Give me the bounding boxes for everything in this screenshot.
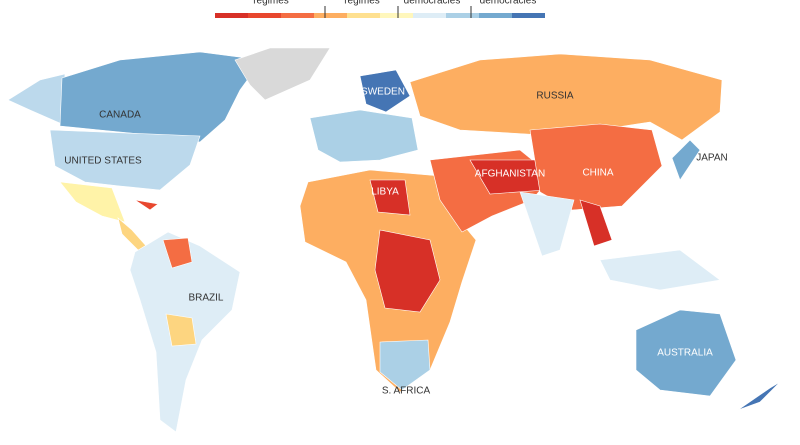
australia xyxy=(635,309,737,397)
legend-swatch xyxy=(380,13,413,18)
venezuela xyxy=(162,237,193,269)
japan xyxy=(671,139,701,181)
country-label: RUSSIA xyxy=(536,91,574,102)
legend-swatch xyxy=(347,13,380,18)
southeast-asia xyxy=(579,199,613,247)
legend-label: democracies xyxy=(480,0,537,7)
legend: regimes regimes democracies democracies xyxy=(215,0,545,18)
legend-swatch xyxy=(314,13,347,18)
cuba xyxy=(134,199,159,211)
europe xyxy=(309,109,419,163)
new-zealand xyxy=(737,381,781,411)
legend-label: regimes xyxy=(253,0,289,7)
canada xyxy=(59,51,263,143)
legend-label: democracies xyxy=(404,0,461,7)
country-label: SWEDEN xyxy=(361,87,405,98)
china xyxy=(529,123,663,211)
central-africa xyxy=(374,229,441,313)
world-map xyxy=(7,47,781,433)
legend-swatch xyxy=(281,13,314,18)
central-america xyxy=(117,217,149,251)
mexico xyxy=(59,181,126,223)
russia xyxy=(409,53,723,141)
country-label: CHINA xyxy=(582,168,613,179)
country-label: UNITED STATES xyxy=(64,156,142,167)
map-labels: CANADA UNITED STATES RUSSIA SWEDEN CHINA… xyxy=(64,87,727,397)
united-states xyxy=(49,129,201,191)
libya xyxy=(369,179,411,216)
country-label: S. AFRICA xyxy=(382,386,431,397)
alaska xyxy=(7,73,66,125)
legend-swatch xyxy=(248,13,281,18)
legend-swatch xyxy=(512,13,545,18)
country-label: LIBYA xyxy=(371,187,399,198)
country-label: CANADA xyxy=(99,110,141,121)
country-label: BRAZIL xyxy=(188,293,223,304)
legend-swatch xyxy=(215,13,248,18)
country-label: JAPAN xyxy=(696,153,728,164)
legend-swatch xyxy=(446,13,479,18)
bolivia xyxy=(165,313,197,347)
country-label: AFGHANISTAN xyxy=(475,169,545,180)
south-africa xyxy=(379,339,431,391)
scandinavia xyxy=(359,69,411,113)
legend-label: regimes xyxy=(344,0,380,7)
country-label: AUSTRALIA xyxy=(657,348,713,359)
greenland xyxy=(234,47,331,101)
legend-swatch xyxy=(413,13,446,18)
indonesia xyxy=(599,249,721,291)
legend-swatch xyxy=(479,13,512,18)
india xyxy=(519,191,575,257)
